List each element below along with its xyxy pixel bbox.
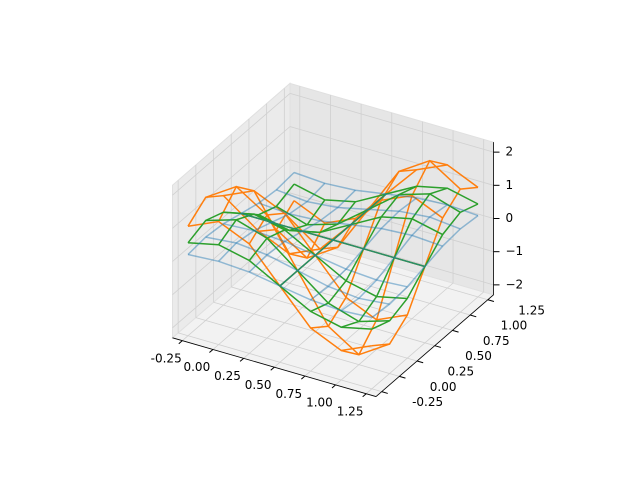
wire-line [240,212,426,268]
y-tick-label: 1.25 [518,303,545,317]
wire-line [258,202,443,247]
grid-line [289,225,494,286]
grid-line [231,286,435,347]
z-tick-label: 1 [506,178,514,192]
grid-line [266,255,471,316]
wire-line [276,189,461,230]
wire-line [340,204,448,312]
x-tick [239,357,244,362]
x-tick-label: 1.25 [337,404,364,418]
y-tick-label: 0.00 [430,380,457,394]
x-tick-label: -0.25 [151,351,182,365]
y-tick [399,375,406,379]
x-tick-label: 0.25 [214,369,241,383]
x-tick [178,340,183,345]
wire-line [187,253,373,319]
x-tick-label: 0.50 [245,378,272,392]
z-tick-label: −2 [506,277,524,291]
y-tick [434,345,441,348]
wire-line [293,171,479,217]
y-tick [381,391,388,394]
x-tick [301,375,306,380]
grid-line [289,192,494,253]
wire-line [205,236,390,305]
wire-line [248,189,356,273]
y-tick-label: 0.50 [465,349,492,363]
y-tick [416,360,424,364]
y-tick [452,329,459,333]
wire-line [371,215,479,319]
x-tick [209,349,214,353]
x-axis [172,337,377,397]
wire-line [223,223,408,288]
grid-line [195,317,400,377]
wire-line [205,219,390,323]
grid-line [172,225,291,329]
y-tick-label: 0.75 [483,334,510,348]
z-tick-label: 0 [506,211,514,225]
x-tick [362,393,367,398]
y-tick-label: -0.25 [412,395,443,409]
grid-line [289,93,494,153]
z-tick-label: −1 [506,244,524,258]
wire-line [293,183,479,205]
grid-line [284,240,488,301]
x-tick-label: 0.75 [275,387,302,401]
x-tick [331,384,336,389]
y-axis [375,294,494,397]
wire-line [187,171,295,256]
grid-line [289,126,494,186]
x-tick [270,366,275,371]
grid-line [178,332,382,393]
grid-line [172,126,291,229]
wire-line [187,242,372,330]
x-tick-label: 0.00 [183,360,210,374]
x-tick-label: 1.00 [306,396,333,410]
wire-line [276,193,461,226]
grid-line [172,159,291,262]
wire-line [240,212,426,268]
y-tick [487,299,495,302]
z-tick-label: 2 [506,145,514,159]
wire-line [223,211,408,300]
y-tick-label: 0.25 [447,365,474,379]
wire-line [310,197,418,301]
wire-line [218,182,326,262]
wire-line [279,193,387,287]
wire-line [258,214,443,236]
grid-line [172,93,291,196]
y-tick-label: 1.00 [501,319,528,333]
y-tick [470,314,477,318]
